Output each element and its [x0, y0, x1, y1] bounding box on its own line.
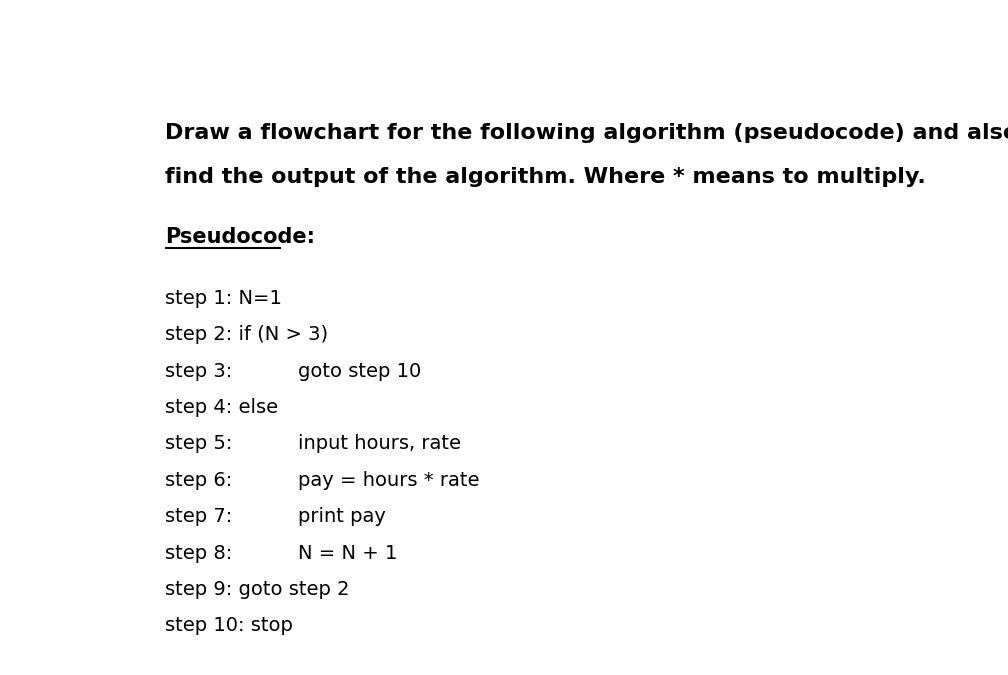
Text: step 4: else: step 4: else	[165, 398, 278, 417]
Text: step 8:: step 8:	[165, 543, 232, 562]
Text: step 6:: step 6:	[165, 471, 232, 490]
Text: print pay: print pay	[298, 507, 386, 526]
Text: Draw a flowchart for the following algorithm (pseudocode) and also: Draw a flowchart for the following algor…	[165, 123, 1008, 142]
Text: step 10: stop: step 10: stop	[165, 616, 293, 635]
Text: goto step 10: goto step 10	[298, 362, 421, 381]
Text: step 5:: step 5:	[165, 435, 233, 454]
Text: step 9: goto step 2: step 9: goto step 2	[165, 580, 350, 599]
Text: input hours, rate: input hours, rate	[298, 435, 461, 454]
Text: step 3:: step 3:	[165, 362, 232, 381]
Text: pay = hours * rate: pay = hours * rate	[298, 471, 480, 490]
Text: N = N + 1: N = N + 1	[298, 543, 397, 562]
Text: Pseudocode:: Pseudocode:	[165, 227, 316, 246]
Text: find the output of the algorithm. Where * means to multiply.: find the output of the algorithm. Where …	[165, 167, 925, 187]
Text: step 7:: step 7:	[165, 507, 232, 526]
Text: step 1: N=1: step 1: N=1	[165, 289, 282, 308]
Text: step 2: if (N > 3): step 2: if (N > 3)	[165, 325, 329, 344]
